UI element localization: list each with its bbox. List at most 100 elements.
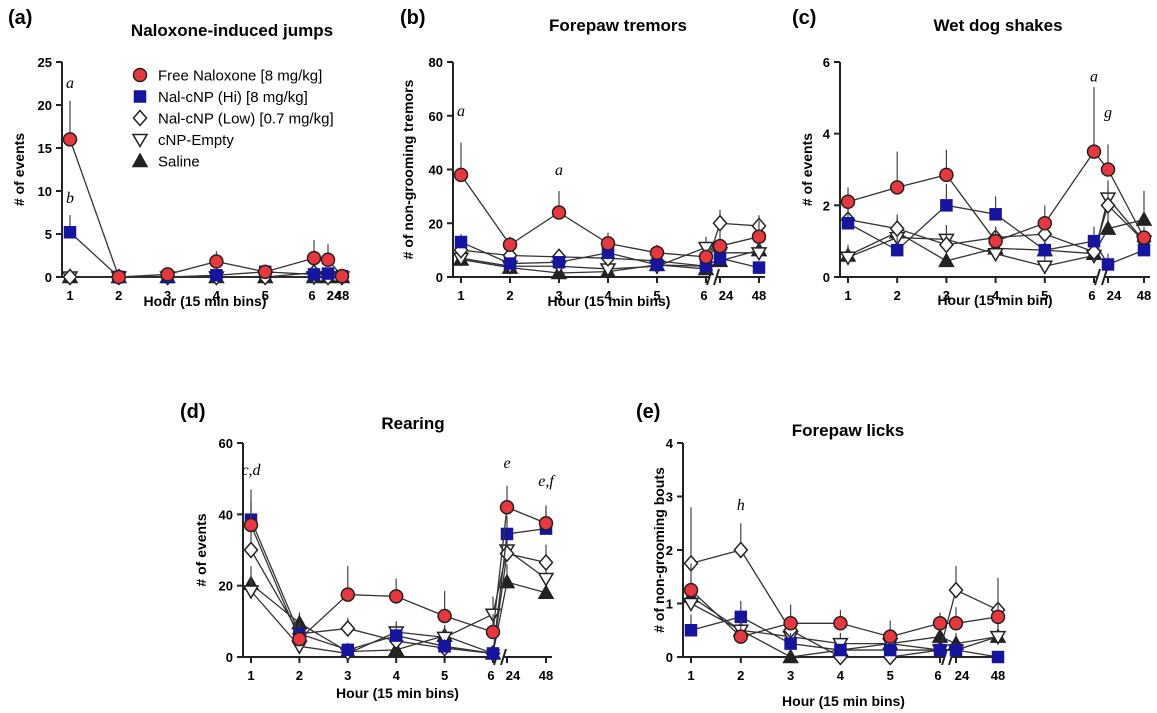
data-point	[1100, 162, 1116, 177]
data-point	[485, 624, 501, 640]
data-point	[340, 587, 356, 602]
series-line	[69, 139, 315, 278]
data-point	[62, 268, 78, 286]
data-point	[948, 581, 964, 599]
data-point	[733, 541, 749, 559]
axis-break-mark	[1094, 268, 1101, 286]
data-point	[882, 629, 898, 644]
series-1	[63, 215, 349, 284]
x-tick-label: 24	[955, 668, 970, 683]
chart-title: Forepaw licks	[792, 421, 904, 440]
y-axis-title: # of non-grooming bouts	[651, 467, 667, 633]
data-point	[712, 238, 728, 254]
series-line	[250, 590, 494, 655]
data-point	[939, 167, 954, 183]
data-point	[890, 243, 904, 257]
series-line	[690, 602, 941, 651]
legend-marker	[133, 90, 147, 103]
data-point	[889, 180, 905, 195]
panel-letter: (d)	[180, 401, 206, 423]
data-point	[160, 267, 175, 282]
significance-annotation: a	[1090, 69, 1098, 86]
y-tick-label: 20	[429, 216, 443, 231]
series-2	[62, 264, 350, 286]
data-point	[682, 597, 700, 612]
x-tick-label: 5	[887, 668, 894, 683]
data-point	[1038, 243, 1052, 257]
significance-annotation: c,d	[241, 462, 261, 479]
series-line	[690, 616, 940, 651]
data-point	[989, 208, 1002, 221]
x-axis-title: Hour (15 min bins)	[548, 293, 671, 309]
data-point	[321, 267, 335, 280]
x-tick-label: 4	[604, 288, 612, 303]
x-tick-label: 4	[393, 668, 401, 683]
series-line	[460, 241, 707, 267]
series-line	[690, 596, 941, 658]
x-axis-title: Hour (15 min bins)	[782, 693, 905, 709]
x-tick-label: 6	[700, 288, 707, 303]
y-tick-label: 20	[219, 579, 233, 594]
x-tick-label: 2	[894, 288, 901, 303]
data-point	[307, 268, 321, 281]
panel-letter: (b)	[400, 7, 426, 29]
x-tick-label: 4	[992, 288, 1000, 303]
legend-entry: Nal-cNP (Low) [0.7 mg/kg]	[158, 111, 334, 128]
x-tick-label: 1	[247, 668, 254, 683]
chart-panel-c: (c) Wet dog shakes Hour (15 min bin) # of e…	[792, 7, 1153, 308]
y-axis-title: # of events	[193, 513, 209, 586]
data-point	[341, 643, 355, 657]
x-tick-label: 5	[262, 288, 269, 303]
x-tick-label: 4	[837, 668, 845, 683]
series-line	[847, 219, 1095, 253]
x-tick-label: 3	[164, 288, 171, 303]
chart-panel-e: (e) Forepaw licks Hour (15 min bins) # of n…	[636, 401, 1007, 709]
data-point	[750, 247, 768, 262]
series-line	[69, 231, 315, 278]
x-tick-label: 2	[737, 668, 744, 683]
x-tick-label: 2	[296, 668, 303, 683]
data-point	[334, 268, 350, 284]
data-point	[684, 624, 698, 637]
data-point	[486, 647, 500, 660]
data-point	[840, 194, 856, 209]
data-point	[242, 585, 260, 600]
panel-letter: (e)	[636, 401, 660, 423]
data-point	[650, 258, 664, 272]
y-tick-label: 0	[226, 650, 233, 665]
x-tick-label: 1	[457, 288, 464, 303]
series-line	[460, 174, 707, 258]
data-point	[733, 629, 749, 644]
series-line	[492, 552, 547, 654]
series-line	[847, 236, 1095, 267]
data-point	[839, 251, 857, 266]
x-axis-title: Hour (15 min bins)	[144, 293, 267, 309]
significance-annotation: g	[1104, 105, 1112, 122]
y-tick-label: 20	[38, 98, 52, 113]
x-tick-label: 6	[1088, 288, 1095, 303]
x-tick-label: 48	[539, 668, 553, 683]
data-point	[697, 241, 715, 256]
x-tick-label: 24	[1107, 288, 1122, 303]
data-point	[833, 616, 848, 631]
significance-annotation: a	[66, 75, 74, 92]
data-point	[883, 643, 897, 657]
series-line	[940, 649, 999, 658]
chart-panel-b: (b) Forepaw tremors Hour (15 min bins) # of…	[400, 7, 768, 309]
data-point	[600, 236, 616, 251]
data-point	[388, 589, 404, 604]
series-line	[847, 231, 1095, 262]
data-point	[538, 553, 554, 572]
x-tick-label: 48	[335, 288, 349, 303]
significance-annotation: h	[737, 497, 745, 514]
significance-annotation: a	[555, 162, 563, 179]
data-point	[453, 167, 469, 183]
data-point	[933, 643, 947, 657]
data-point	[389, 629, 403, 642]
x-tick-label: 24	[327, 288, 342, 303]
y-tick-label: 0	[666, 650, 673, 665]
data-point	[292, 631, 307, 647]
y-tick-label: 4	[823, 127, 831, 142]
y-tick-label: 0	[45, 270, 52, 285]
data-point	[938, 236, 954, 254]
